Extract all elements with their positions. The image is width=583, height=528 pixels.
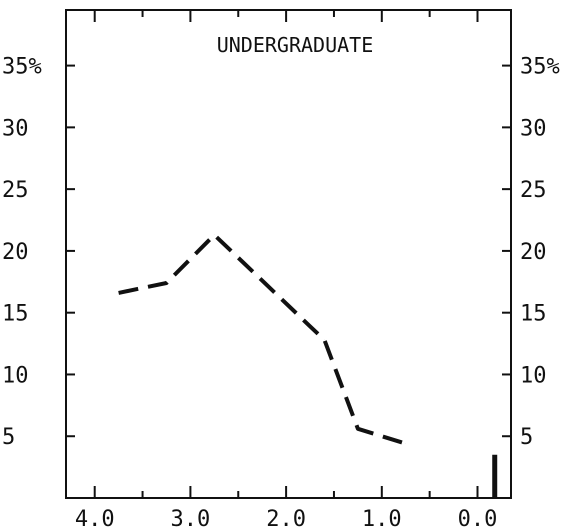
series-line xyxy=(118,232,407,446)
y-tick-label-right: 30 xyxy=(520,116,547,141)
y-tick-label-left: 30 xyxy=(2,116,29,141)
x-tick-label: 0.0 xyxy=(458,507,498,528)
y-tick-label-left: 15 xyxy=(2,302,29,327)
y-tick-label-left: 5 xyxy=(2,425,15,450)
x-tick-label: 2.0 xyxy=(266,507,306,528)
y-tick-label-left: 10 xyxy=(2,363,29,388)
x-tick-label: 3.0 xyxy=(171,507,211,528)
series-layer xyxy=(118,232,498,498)
axes xyxy=(65,9,512,499)
y-tick-label-left: 20 xyxy=(2,240,29,265)
y-tick-label-left: 25 xyxy=(2,178,29,203)
chart-title: UNDERGRADUATE xyxy=(217,33,374,57)
y-tick-label-right: 5 xyxy=(520,425,533,450)
y-tick-label-right: 20 xyxy=(520,240,547,265)
x-tick-label: 4.0 xyxy=(75,507,115,528)
plot-frame xyxy=(65,9,512,499)
labels-layer: 5 5 10 10 15 15 20 20 25 25 30 30 35% 35% 4.0 3.0 2.0 1.0… xyxy=(2,55,560,528)
x-tick-label: 1.0 xyxy=(362,507,402,528)
y-tick-label-right: 35% xyxy=(520,55,560,80)
y-tick-label-right: 25 xyxy=(520,178,547,203)
y-tick-label-right: 15 xyxy=(520,302,547,327)
y-tick-label-left: 35% xyxy=(2,55,42,80)
y-tick-label-right: 10 xyxy=(520,363,547,388)
